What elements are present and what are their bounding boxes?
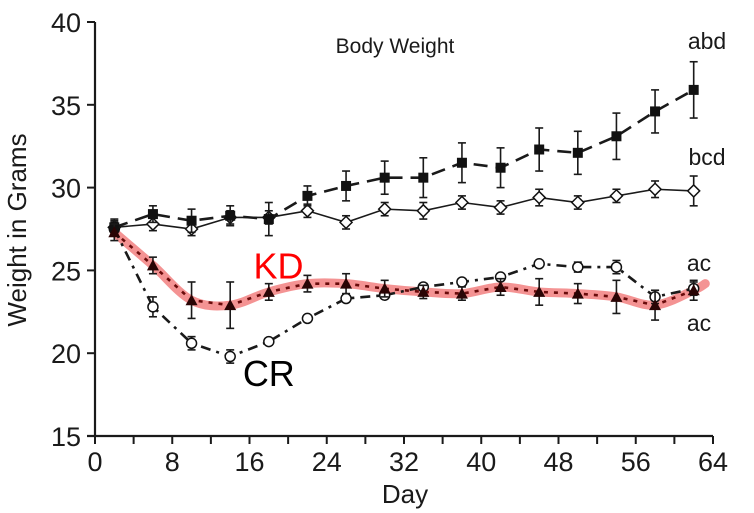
open-diamond-point <box>300 203 315 218</box>
y-ticks: 15 20 25 30 35 40 <box>51 8 95 452</box>
cr-point <box>224 350 236 363</box>
kd-point <box>262 285 275 297</box>
filled-square-point <box>147 209 158 220</box>
x-tick-label: 24 <box>312 447 342 477</box>
kd-point <box>571 287 584 299</box>
x-tick-label: 8 <box>165 447 180 477</box>
kd-point <box>455 287 468 299</box>
open-diamond-point <box>570 195 585 210</box>
series-open-diamond <box>107 175 701 237</box>
x-tick-label: 56 <box>621 447 651 477</box>
filled-square-point <box>302 190 313 201</box>
filled-square-point <box>534 144 545 155</box>
cr-point <box>456 276 468 288</box>
filled-square-point <box>650 106 661 117</box>
y-tick-label: 30 <box>51 174 81 204</box>
open-diamond-point <box>339 215 354 230</box>
y-tick-label: 15 <box>51 422 81 452</box>
cr-point <box>263 335 275 348</box>
significance-label-squares: abd <box>688 28 726 54</box>
y-tick-label: 40 <box>51 8 81 38</box>
filled-square-point <box>418 172 429 183</box>
kd-point <box>417 285 430 297</box>
kd-point <box>224 299 237 311</box>
filled-square-point <box>688 84 699 95</box>
kd-point <box>378 282 391 294</box>
y-tick-label: 35 <box>51 91 81 121</box>
x-axis-title: Day <box>382 479 428 509</box>
significance-label-kd: ac <box>687 310 711 336</box>
axes <box>87 22 713 438</box>
series-layer <box>107 60 710 364</box>
cr-point <box>610 261 623 273</box>
filled-square-point <box>572 147 583 158</box>
cr-point <box>185 337 198 350</box>
open-diamond-point <box>454 195 469 210</box>
filled-square-point <box>495 162 506 173</box>
cr-point <box>572 261 584 273</box>
filled-square-point <box>379 172 390 183</box>
x-tick-label: 40 <box>466 447 496 477</box>
filled-square-point <box>263 214 274 225</box>
filled-square-point <box>186 215 197 226</box>
series-filled-square <box>109 60 699 237</box>
series-kd <box>108 223 700 330</box>
kd-annotation: KD <box>253 245 303 286</box>
kd-point <box>301 277 314 289</box>
y-axis-title: Weight in Grams <box>2 133 32 326</box>
open-diamond-point <box>648 182 663 197</box>
open-diamond-point <box>377 202 392 217</box>
filled-square-point <box>456 157 467 168</box>
kd-point <box>108 226 121 238</box>
kd-point <box>185 294 198 306</box>
cr-point <box>147 301 159 313</box>
kd-line <box>113 231 695 307</box>
cr-point <box>533 258 545 270</box>
kd-point <box>687 284 700 296</box>
kd-point <box>533 285 546 297</box>
x-tick-label: 0 <box>87 447 102 477</box>
open-diamond-point <box>416 203 431 218</box>
x-tick-label: 32 <box>389 447 419 477</box>
open-diamond-point <box>686 183 701 198</box>
filled-square-line <box>113 88 695 229</box>
open-diamond-point <box>532 190 547 205</box>
y-tick-label: 20 <box>51 339 81 369</box>
significance-label-cr: ac <box>687 250 711 276</box>
x-ticks: 0 8 16 24 32 40 48 56 64 <box>87 436 728 477</box>
x-tick-label: 48 <box>543 447 573 477</box>
open-diamond-line <box>114 188 694 230</box>
kd-point <box>494 280 507 292</box>
kd-point <box>649 299 662 311</box>
x-tick-label: 64 <box>698 447 728 477</box>
x-tick-label: 16 <box>234 447 264 477</box>
kd-point <box>340 277 353 289</box>
filled-square-point <box>341 180 352 191</box>
filled-square-point <box>611 131 622 142</box>
cr-annotation: CR <box>243 353 295 394</box>
kd-point <box>146 259 159 271</box>
chart-title: Body Weight <box>336 35 455 58</box>
significance-label-diamonds: bcd <box>688 144 725 170</box>
filled-square-point <box>225 210 236 221</box>
cr-point <box>301 312 314 325</box>
cr-point <box>340 292 352 305</box>
open-diamond-point <box>609 188 624 203</box>
y-tick-label: 25 <box>51 256 81 286</box>
open-diamond-point <box>493 200 508 215</box>
kd-point <box>610 290 623 302</box>
